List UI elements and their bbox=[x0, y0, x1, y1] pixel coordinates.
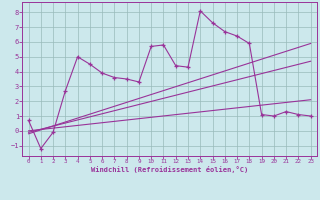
X-axis label: Windchill (Refroidissement éolien,°C): Windchill (Refroidissement éolien,°C) bbox=[91, 166, 248, 173]
